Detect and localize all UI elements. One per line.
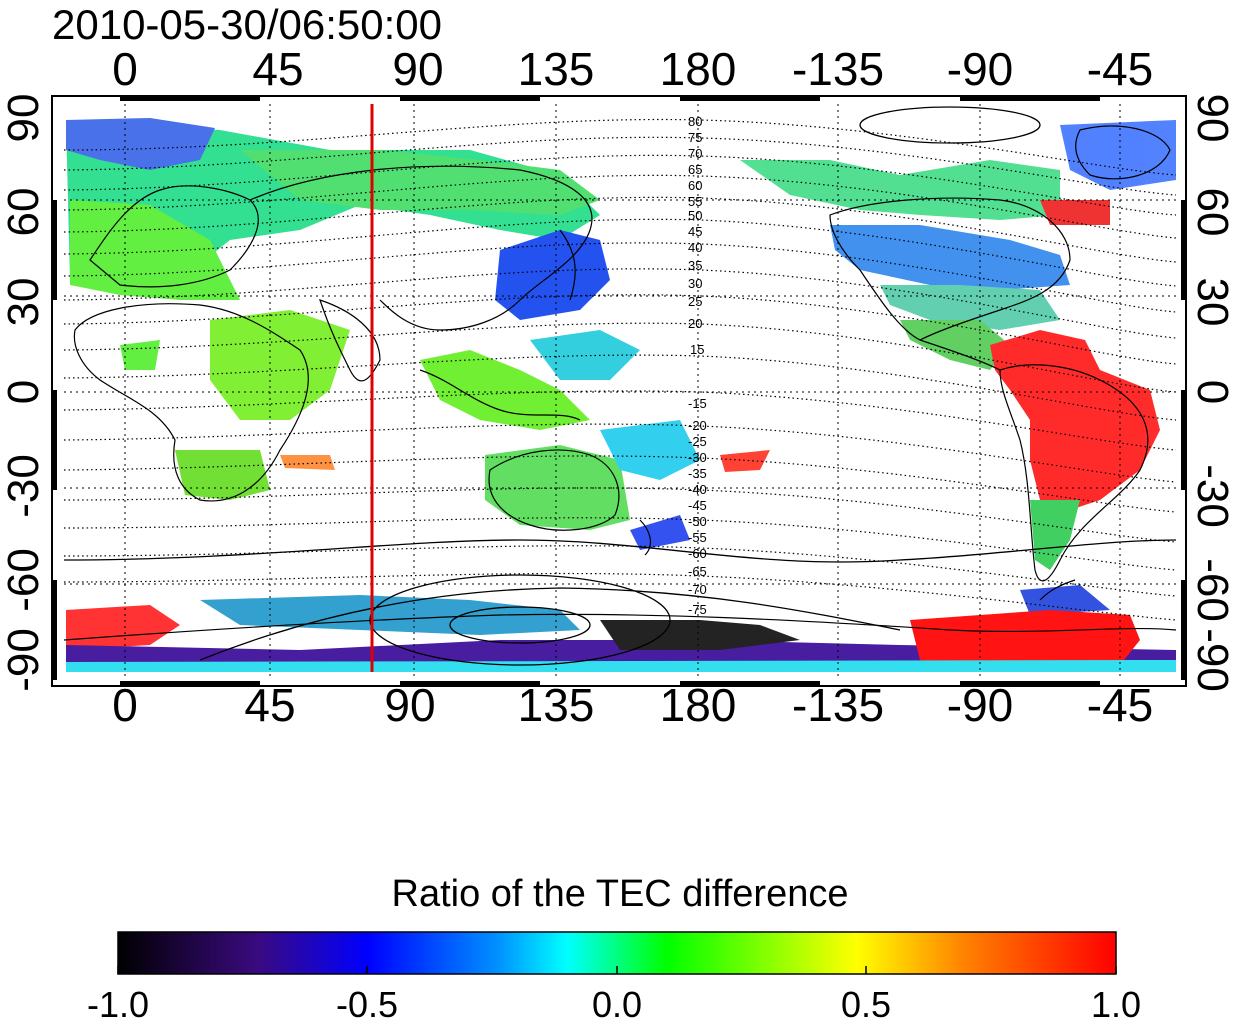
coast-australia	[488, 449, 620, 531]
tec-patch-arctic-blue	[66, 118, 215, 170]
coast-africa	[73, 303, 309, 502]
tec-patch-samerica-south	[1030, 500, 1080, 570]
contour-label: -15	[688, 396, 707, 411]
tec-patch-usa-cyan	[880, 285, 1060, 330]
contour-label: -50	[688, 514, 707, 529]
tec-patch-australia-cyan	[600, 420, 700, 480]
tec-patch-seasia	[420, 350, 590, 430]
lon-tick-bottom: -135	[791, 679, 885, 731]
contour-label: -60	[688, 546, 707, 561]
contour-label: -75	[688, 602, 707, 617]
contour-label: -40	[688, 482, 707, 497]
lon-tick-bottom: 0	[112, 679, 138, 731]
coast-northamerica	[829, 197, 1071, 341]
lon-tick-top: 135	[517, 43, 595, 95]
colorbar-title: Ratio of the TEC difference	[391, 873, 849, 915]
lon-tick-bottom: 135	[517, 679, 595, 731]
tec-patch-nz-blue	[630, 515, 690, 550]
coast-seasia	[419, 369, 581, 421]
lon-tick-bottom: -45	[1086, 679, 1154, 731]
tec-patch-mexico	[900, 320, 1010, 370]
contour-label: 40	[688, 240, 702, 255]
tec-patch-antarctica-left	[66, 605, 180, 650]
colorbar-tick-label: -0.5	[335, 984, 399, 1025]
tec-patch-europe-green	[70, 200, 240, 300]
contour-label: 55	[688, 194, 702, 209]
coast-antarctic-peninsula	[1039, 579, 1076, 601]
tec-patch-canada-green	[740, 160, 1060, 220]
lon-tick-top: -135	[791, 43, 885, 95]
contour-label: -30	[688, 450, 707, 465]
contour-label: -35	[688, 466, 707, 481]
coast-newzealand	[639, 519, 652, 556]
lon-tick-top: 0	[112, 43, 138, 95]
colorbar-tick-label: -1.0	[86, 984, 150, 1025]
contour-labels-south: -15 -20 -25 -30 -35 -40 -45 -50 -55 -60 …	[688, 396, 707, 617]
tec-patch-pacific-red	[720, 450, 770, 472]
tec-patch-seasia-cyan	[530, 330, 640, 380]
tec-patch-antarctica-red	[910, 610, 1140, 668]
contour-label: -55	[688, 530, 707, 545]
tec-patch-patagonia	[1020, 585, 1110, 615]
contour-label: 75	[688, 130, 702, 145]
frame-tick-bars	[52, 96, 1186, 686]
contour-label: 60	[688, 178, 702, 193]
contour-label: 15	[690, 342, 704, 357]
lon-tick-top: 45	[252, 43, 304, 95]
contour-label: 45	[688, 224, 702, 239]
magnetic-contours	[64, 118, 1176, 621]
tec-patch-africa-orange	[280, 455, 335, 470]
lon-tick-bottom: -90	[946, 679, 1014, 731]
tec-patch-canada-blue	[830, 225, 1070, 290]
contour-label: 25	[688, 294, 702, 309]
contour-labels-north: 80 75 70 65 60 55 50 45 40 35 30 25 20 1…	[688, 114, 704, 357]
contour-label: 80	[688, 114, 702, 129]
coast-japan	[559, 229, 576, 301]
coastlines	[64, 125, 1176, 641]
tec-patch-canada-red	[1040, 200, 1110, 225]
contour-label: -65	[688, 564, 707, 579]
coast-india	[319, 299, 381, 382]
colorbar-tick-label: 0.5	[840, 984, 892, 1025]
lon-tick-top: 90	[392, 43, 444, 95]
lon-tick-top: -45	[1086, 43, 1154, 95]
tec-patch-africa-north	[120, 340, 160, 370]
coast-asia	[249, 165, 593, 331]
coast-greenland	[1075, 125, 1171, 180]
tec-patch-africa-south	[175, 450, 270, 500]
colorbar-tick-label: 0.0	[591, 984, 643, 1025]
lon-tick-bottom: 45	[244, 679, 296, 731]
colorbar-ticks	[117, 966, 1117, 974]
contour-label: 35	[688, 258, 702, 273]
lon-tick-bottom: 180	[659, 679, 737, 731]
contour-label: -25	[688, 434, 707, 449]
contour-label: -45	[688, 498, 707, 513]
colorbar-tick-label: 1.0	[1090, 984, 1142, 1025]
contour-label: -20	[688, 418, 707, 433]
contour-label: 20	[688, 316, 702, 331]
lon-tick-bottom: 90	[384, 679, 436, 731]
contour-label: 70	[688, 146, 702, 161]
coast-antarctica	[64, 613, 1176, 641]
coast-centralamerica	[919, 339, 1001, 371]
coast-southamerica	[999, 364, 1149, 582]
tec-patch-antarctica-cyan	[66, 660, 1176, 672]
map-timestamp: 2010-05-30/06:50:00	[52, 1, 442, 48]
contour-label: 65	[688, 162, 702, 177]
lon-tick-top: -90	[946, 43, 1014, 95]
tec-patch-siberia	[240, 150, 600, 215]
contour-label: -70	[688, 582, 707, 597]
lon-tick-top: 180	[659, 43, 737, 95]
contour-label: 30	[688, 276, 702, 291]
tec-patch-samerica	[990, 330, 1160, 510]
contour-label: 50	[688, 208, 702, 223]
